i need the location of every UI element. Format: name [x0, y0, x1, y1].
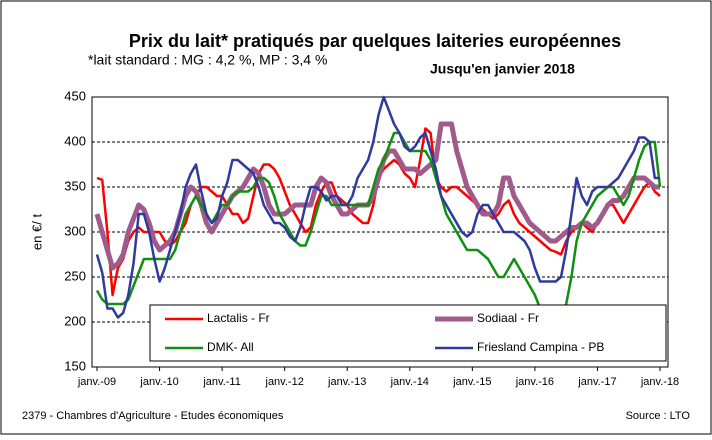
x-tick-label: janv.-09 [77, 376, 116, 388]
series-line [95, 95, 660, 319]
x-tick-label: janv.-14 [390, 376, 429, 388]
legend-label: Lactalis - Fr [207, 311, 270, 325]
y-tick-label: 350 [64, 178, 86, 193]
y-tick-label: 250 [64, 268, 86, 283]
legend-box [149, 304, 667, 362]
subtitle: *lait standard : MG : 4,2 %, MP : 3,4 % [88, 52, 327, 68]
x-tick-label: janv.-17 [577, 376, 616, 388]
series-line [95, 131, 662, 324]
y-axis-label: en €/ t [29, 214, 44, 251]
x-tick-label: janv.-16 [515, 376, 554, 388]
y-tick-label: 450 [64, 88, 86, 103]
annotation: Jusqu'en janvier 2018 [430, 61, 575, 77]
x-tick-label: janv.-12 [265, 376, 304, 388]
x-tick-label: janv.-13 [327, 376, 366, 388]
x-tick-label: janv.-10 [139, 376, 178, 388]
y-tick-label: 400 [64, 133, 86, 148]
y-tick-label: 200 [64, 313, 86, 328]
legend-label: Sodiaal - Fr [477, 311, 539, 325]
y-tick-label: 300 [64, 223, 86, 238]
footer-left: 2379 - Chambres d'Agriculture - Etudes é… [22, 410, 284, 422]
footer-right: Source : LTO [626, 410, 691, 422]
x-tick-label: janv.-18 [640, 376, 679, 388]
chart-title: Prix du lait* pratiqués par quelques lai… [129, 31, 621, 51]
y-tick-label: 150 [64, 358, 86, 373]
legend-label: DMK- All [207, 340, 254, 354]
x-tick-label: janv.-11 [202, 376, 241, 388]
x-tick-label: janv.-15 [452, 376, 491, 388]
legend-label: Friesland Campina - PB [477, 340, 604, 354]
series-line [94, 121, 660, 271]
